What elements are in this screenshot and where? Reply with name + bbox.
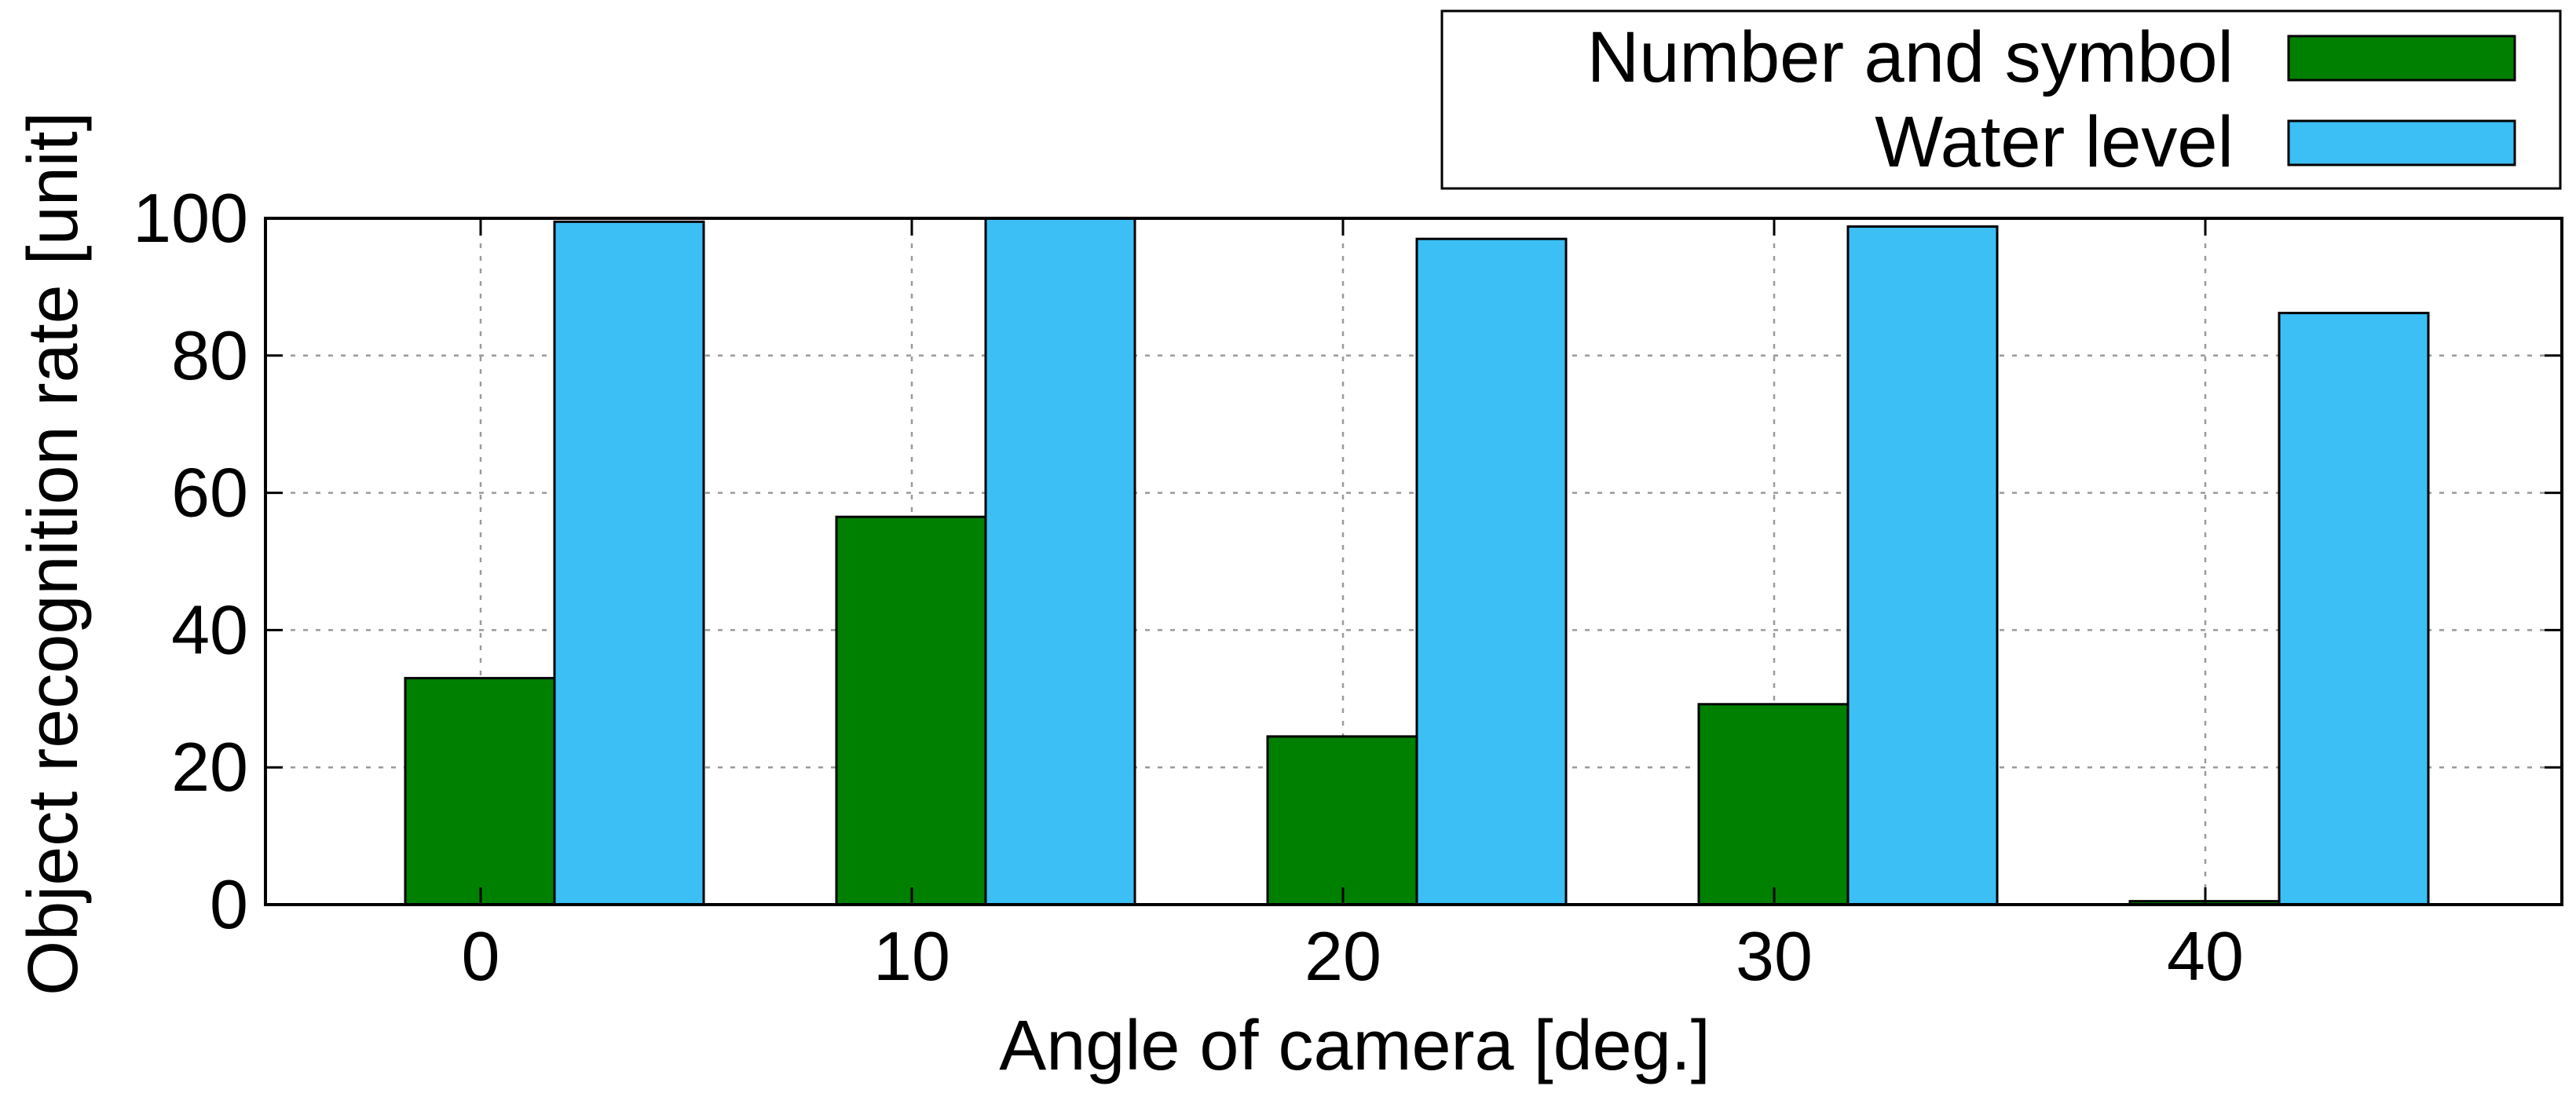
x-tick-label: 10 <box>873 917 950 995</box>
grid <box>265 218 2562 905</box>
axis-ticks: 0 20 40 60 80 100 0 10 20 30 40 <box>133 179 2562 995</box>
y-tick-label: 60 <box>171 454 248 532</box>
legend-label: Water level <box>1875 102 2234 182</box>
y-tick-label: 40 <box>171 591 248 668</box>
y-tick-label: 80 <box>171 316 248 394</box>
bar-water-level <box>2278 312 2430 906</box>
x-axis-label: Angle of camera [deg.] <box>999 1007 1711 1085</box>
x-tick-label: 0 <box>462 917 500 995</box>
plot-frame <box>264 217 2563 906</box>
x-tick-label: 20 <box>1304 917 1381 995</box>
y-axis-label: Object recognition rate [unit] <box>14 112 93 996</box>
bar-water-level <box>1846 225 1999 906</box>
legend-swatch <box>2287 119 2516 166</box>
x-tick-label: 30 <box>1736 917 1813 995</box>
y-tick-label: 0 <box>210 865 248 943</box>
y-tick-label: 20 <box>171 728 248 806</box>
bar-water-level <box>984 217 1136 906</box>
bar-number-and-symbol <box>404 677 556 906</box>
bar-number-and-symbol <box>1697 703 1850 906</box>
bar-number-and-symbol <box>835 515 987 906</box>
bar-water-level <box>1415 237 1568 906</box>
legend-label: Number and symbol <box>1587 17 2234 97</box>
legend-swatch <box>2287 35 2516 82</box>
bar-number-and-symbol <box>1266 735 1418 906</box>
bar-water-level <box>553 220 705 906</box>
x-tick-label: 40 <box>2167 917 2244 995</box>
y-tick-label: 100 <box>133 179 248 257</box>
bars <box>404 217 2430 906</box>
